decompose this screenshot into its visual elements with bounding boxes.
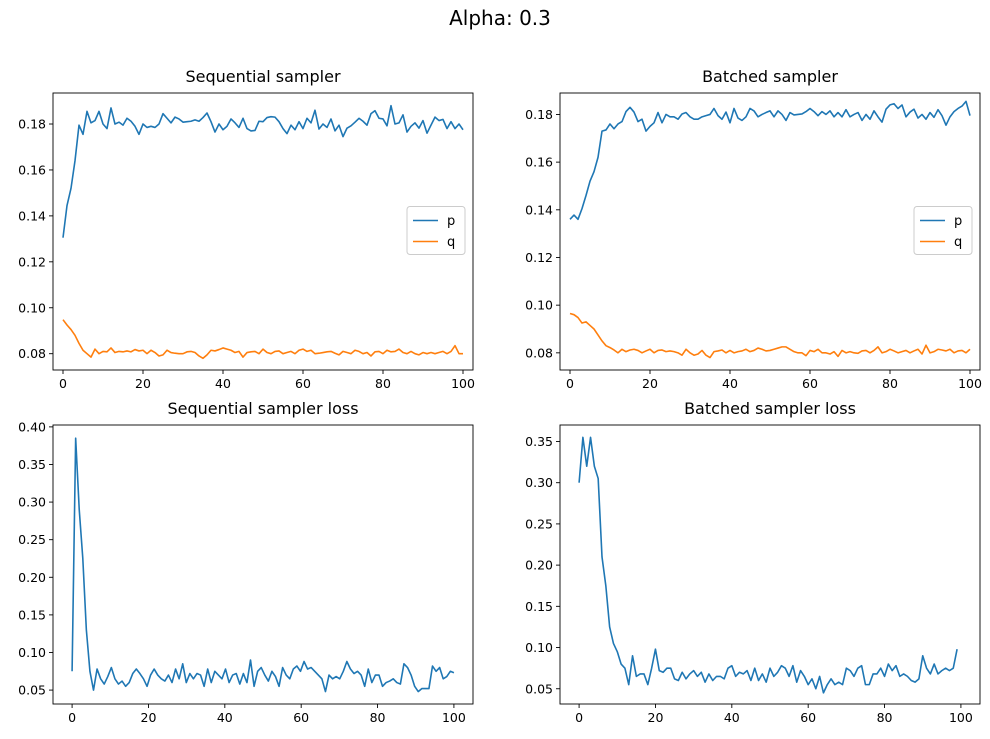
sequential-sampler-ytick-label: 0.16 — [18, 162, 46, 177]
sequential-loss-axes-frame — [52, 424, 474, 705]
batched-sampler-xtick-label: 20 — [642, 376, 658, 391]
batched-sampler-panel: Batched sampler 0 20 40 60 80 100 0.08 0.10 0.12 0… — [525, 67, 982, 391]
batched-sampler-axes-frame — [559, 92, 981, 371]
batched-sampler-ytick-label: 0.08 — [525, 345, 553, 360]
batched-sampler-xtick-label: 0 — [566, 376, 574, 391]
batched-loss-panel: Batched sampler loss 0 20 40 60 80 100 0.05 0.10… — [525, 399, 981, 725]
sequential-sampler-xtick-label: 0 — [59, 376, 67, 391]
batched-sampler-xtick-label: 100 — [958, 376, 982, 391]
sequential-loss-xtick-label: 100 — [442, 710, 466, 725]
batched-sampler-xtick-label: 80 — [882, 376, 898, 391]
batched-loss-axes-frame — [559, 424, 981, 705]
sequential-sampler-legend: pq — [406, 206, 466, 255]
figure-suptitle: Alpha: 0.3 — [449, 6, 551, 30]
sequential-sampler-series-p-line — [62, 104, 464, 238]
batched-sampler-ytick-label: 0.18 — [525, 107, 553, 122]
sequential-loss-xtick-label: 80 — [370, 710, 386, 725]
batched-sampler-ytick-label: 0.10 — [525, 298, 553, 313]
sequential-loss-ytick-label: 0.30 — [18, 495, 46, 510]
sequential-sampler-xtick-label: 100 — [451, 376, 475, 391]
sequential-loss-panel: Sequential sampler loss 0 20 40 60 80 100 0.05 0… — [18, 399, 474, 725]
sequential-sampler-xtick-label: 60 — [295, 376, 311, 391]
sequential-loss-ytick-label: 0.05 — [18, 683, 46, 698]
sequential-sampler-ytick-label: 0.10 — [18, 300, 46, 315]
batched-loss-ytick-label: 0.20 — [525, 558, 553, 573]
batched-loss-ytick-label: 0.25 — [525, 516, 553, 531]
batched-sampler-xtick-label: 40 — [722, 376, 738, 391]
sequential-sampler-xtick-label: 20 — [135, 376, 151, 391]
batched-loss-xtick-label: 60 — [800, 710, 816, 725]
sequential-loss-xtick-label: 20 — [141, 710, 157, 725]
batched-sampler-legend-box — [913, 206, 973, 255]
sequential-sampler-series-q-line — [62, 319, 463, 360]
sequential-sampler-axes-frame — [52, 92, 474, 371]
sequential-sampler-legend-label-q: q — [447, 235, 455, 250]
batched-loss-ytick-label: 0.05 — [525, 681, 553, 696]
sequential-sampler-ytick-label: 0.14 — [18, 208, 46, 223]
batched-loss-ytick-label: 0.10 — [525, 640, 553, 655]
batched-loss-ytick-label: 0.35 — [525, 434, 553, 449]
sequential-sampler-legend-label-p: p — [447, 214, 455, 229]
batched-sampler-series-p-line — [569, 100, 971, 221]
batched-loss-title: Batched sampler loss — [684, 399, 856, 418]
sequential-loss-ytick-label: 0.20 — [18, 570, 46, 585]
sequential-sampler-ytick-label: 0.08 — [18, 346, 46, 361]
batched-loss-xtick-label: 20 — [648, 710, 664, 725]
sequential-loss-ytick-label: 0.25 — [18, 532, 46, 547]
batched-loss-xtick-label: 40 — [724, 710, 740, 725]
batched-sampler-series-q-line — [569, 312, 971, 359]
sequential-sampler-panel: Sequential sampler 0 20 40 60 80 100 0.08 0.10 0.… — [18, 67, 475, 391]
batched-sampler-legend-label-q: q — [954, 235, 962, 250]
batched-sampler-title: Batched sampler — [702, 67, 838, 86]
sequential-loss-xtick-label: 60 — [293, 710, 309, 725]
batched-sampler-legend-label-p: p — [954, 214, 962, 229]
batched-sampler-ytick-label: 0.16 — [525, 155, 553, 170]
batched-loss-ytick-label: 0.30 — [525, 475, 553, 490]
sequential-loss-title: Sequential sampler loss — [167, 399, 358, 418]
batched-loss-xtick-label: 100 — [949, 710, 973, 725]
sequential-loss-ytick-label: 0.10 — [18, 645, 46, 660]
sequential-loss-ytick-label: 0.35 — [18, 457, 46, 472]
sequential-sampler-legend-box — [406, 206, 466, 255]
sequential-sampler-ytick-label: 0.18 — [18, 117, 46, 132]
sequential-loss-xtick-label: 40 — [217, 710, 233, 725]
sequential-sampler-xtick-label: 80 — [375, 376, 391, 391]
sequential-loss-ytick-label: 0.15 — [18, 607, 46, 622]
sequential-sampler-ytick-label: 0.12 — [18, 254, 46, 269]
batched-loss-series-loss-line — [578, 436, 958, 694]
sequential-loss-ytick-label: 0.40 — [18, 419, 46, 434]
sequential-sampler-xtick-label: 40 — [215, 376, 231, 391]
batched-sampler-ytick-label: 0.12 — [525, 250, 553, 265]
batched-sampler-legend: pq — [913, 206, 973, 255]
batched-sampler-ytick-label: 0.14 — [525, 202, 553, 217]
batched-loss-ytick-label: 0.15 — [525, 599, 553, 614]
batched-loss-xtick-label: 80 — [877, 710, 893, 725]
batched-loss-xtick-label: 0 — [575, 710, 583, 725]
sequential-sampler-title: Sequential sampler — [185, 67, 341, 86]
sequential-loss-series-loss-line — [71, 437, 455, 693]
batched-sampler-xtick-label: 60 — [802, 376, 818, 391]
sequential-loss-xtick-label: 0 — [68, 710, 76, 725]
